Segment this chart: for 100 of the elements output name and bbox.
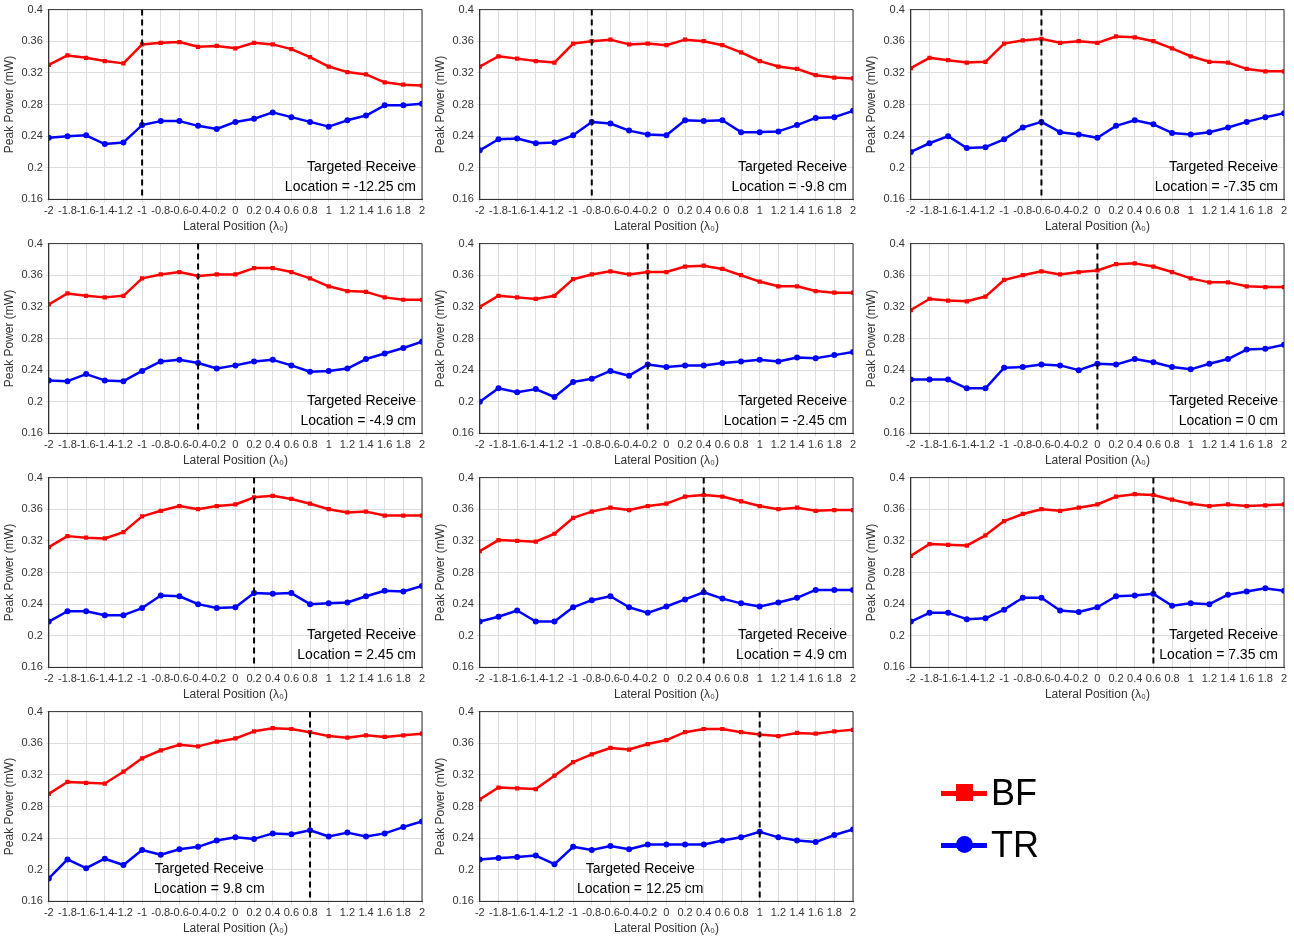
x-tick-label: 1.6 [808, 906, 824, 919]
annotation: Targeted Receive [585, 860, 695, 877]
x-tick-label: 0 [663, 672, 670, 685]
x-tick-label: 0.4 [1127, 672, 1143, 685]
y-tick-label: 0.28 [21, 97, 43, 110]
x-tick-label: 0.2 [677, 438, 693, 451]
x-tick-label: 2 [849, 906, 857, 919]
x-tick-label: -1.2 [113, 204, 133, 217]
x-tick-label: 0.4 [265, 438, 281, 451]
x-tick-label: 1.6 [808, 672, 824, 685]
x-tick-label: -1 [137, 672, 147, 685]
x-tick-label: -1.2 [113, 672, 133, 685]
x-tick-label: 0.2 [677, 672, 693, 685]
x-tick-label: -1 [999, 672, 1009, 685]
x-tick-label: 1.4 [789, 906, 805, 919]
y-tick-label: 0.36 [883, 268, 905, 281]
y-axis-title: Peak Power (mW) [1, 289, 16, 388]
x-tick-label: -0.4 [188, 204, 208, 217]
x-tick-label: 0.2 [1108, 672, 1124, 685]
x-tick-label: 0.8 [1164, 204, 1180, 217]
x-tick-label: 1.4 [358, 906, 374, 919]
x-tick-label: -1.2 [544, 438, 564, 451]
x-tick-label: 2 [1280, 672, 1288, 685]
x-tick-label: -1.6 [507, 438, 527, 451]
legend-label: TR [991, 824, 1039, 866]
x-tick-label: 0 [663, 438, 670, 451]
y-tick-label: 0.16 [21, 192, 43, 205]
x-axis-title: Lateral Position (λ₀) [182, 921, 288, 936]
y-tick-label: 0.32 [883, 533, 905, 546]
x-tick-label: -1.4 [526, 204, 546, 217]
x-tick-label: -1 [999, 204, 1009, 217]
x-tick-label: 1.6 [377, 672, 393, 685]
x-tick-label: 0.4 [696, 438, 712, 451]
y-tick-label: 0.32 [883, 65, 905, 78]
x-tick-label: -0.8 [582, 438, 602, 451]
x-tick-label: -0.8 [151, 672, 171, 685]
x-tick-label: -1.4 [957, 672, 977, 685]
y-tick-label: 0.36 [21, 34, 43, 47]
x-tick-label: -1 [568, 906, 578, 919]
x-tick-label: 1.6 [377, 906, 393, 919]
y-tick-label: 0.32 [452, 533, 474, 546]
x-tick-label: 0 [1094, 438, 1101, 451]
x-axis-title: Lateral Position (λ₀) [182, 453, 288, 468]
x-tick-label: 1.2 [770, 906, 787, 919]
y-axis-title: Peak Power (mW) [432, 523, 447, 622]
x-tick-label: 0.6 [714, 204, 731, 217]
x-tick-label: -0.6 [600, 204, 620, 217]
x-tick-label: -1.6 [938, 204, 958, 217]
y-axis-title: Peak Power (mW) [1, 757, 16, 856]
x-tick-label: -1.8 [57, 438, 77, 451]
x-tick-label: -1.4 [526, 906, 546, 919]
y-tick-label: 0.4 [889, 236, 905, 249]
x-tick-label: -1.6 [76, 672, 96, 685]
y-tick-label: 0.16 [21, 660, 43, 673]
annotation: Location = -9.8 cm [731, 178, 847, 195]
x-tick-label: -1.8 [57, 906, 77, 919]
y-tick-label: 0.28 [21, 331, 43, 344]
y-tick-label: 0.36 [883, 34, 905, 47]
x-tick-label: -0.8 [1013, 438, 1033, 451]
x-tick-label: 1.8 [826, 204, 842, 217]
x-tick-label: 0.6 [283, 204, 300, 217]
x-tick-label: 1.8 [395, 906, 411, 919]
x-tick-label: 0.6 [714, 438, 731, 451]
x-tick-label: -1 [137, 204, 147, 217]
x-tick-label: 0.4 [1127, 438, 1143, 451]
y-tick-label: 0.36 [452, 736, 474, 749]
y-tick-label: 0.32 [21, 533, 43, 546]
x-tick-label: 1.4 [789, 672, 805, 685]
x-tick-label: 2 [418, 438, 426, 451]
x-tick-label: 1.8 [395, 672, 411, 685]
x-tick-label: 0.4 [1127, 204, 1143, 217]
x-tick-label: -0.6 [1031, 204, 1051, 217]
y-tick-label: 0.16 [21, 894, 43, 907]
y-tick-label: 0.24 [21, 831, 43, 844]
x-tick-label: -0.2 [207, 204, 227, 217]
annotation: Location = 12.25 cm [577, 880, 704, 897]
x-tick-label: -1.6 [938, 672, 958, 685]
y-tick-label: 0.32 [21, 767, 43, 780]
y-axis-title: Peak Power (mW) [1, 523, 16, 622]
x-tick-label: 1.4 [358, 204, 374, 217]
y-tick-label: 0.36 [883, 502, 905, 515]
y-tick-label: 0.24 [452, 363, 474, 376]
x-tick-label: 1 [325, 672, 332, 685]
x-tick-label: -1.2 [544, 906, 564, 919]
x-tick-label: -2 [905, 438, 916, 451]
y-tick-label: 0.2 [889, 394, 905, 407]
annotation: Location = -12.25 cm [284, 178, 416, 195]
y-tick-label: 0.4 [458, 236, 474, 249]
x-tick-label: 1 [1187, 204, 1194, 217]
y-tick-label: 0.4 [27, 236, 43, 249]
y-axis-title: Peak Power (mW) [432, 289, 447, 388]
x-tick-label: 0.2 [246, 438, 262, 451]
x-tick-label: 1.2 [770, 672, 787, 685]
x-tick-label: -1 [137, 438, 147, 451]
x-tick-label: -0.2 [638, 438, 658, 451]
x-tick-label: 0 [1094, 204, 1101, 217]
x-tick-label: 1.6 [808, 204, 824, 217]
x-tick-label: -0.4 [619, 438, 639, 451]
x-tick-label: -0.8 [1013, 204, 1033, 217]
x-tick-label: 1 [325, 204, 332, 217]
